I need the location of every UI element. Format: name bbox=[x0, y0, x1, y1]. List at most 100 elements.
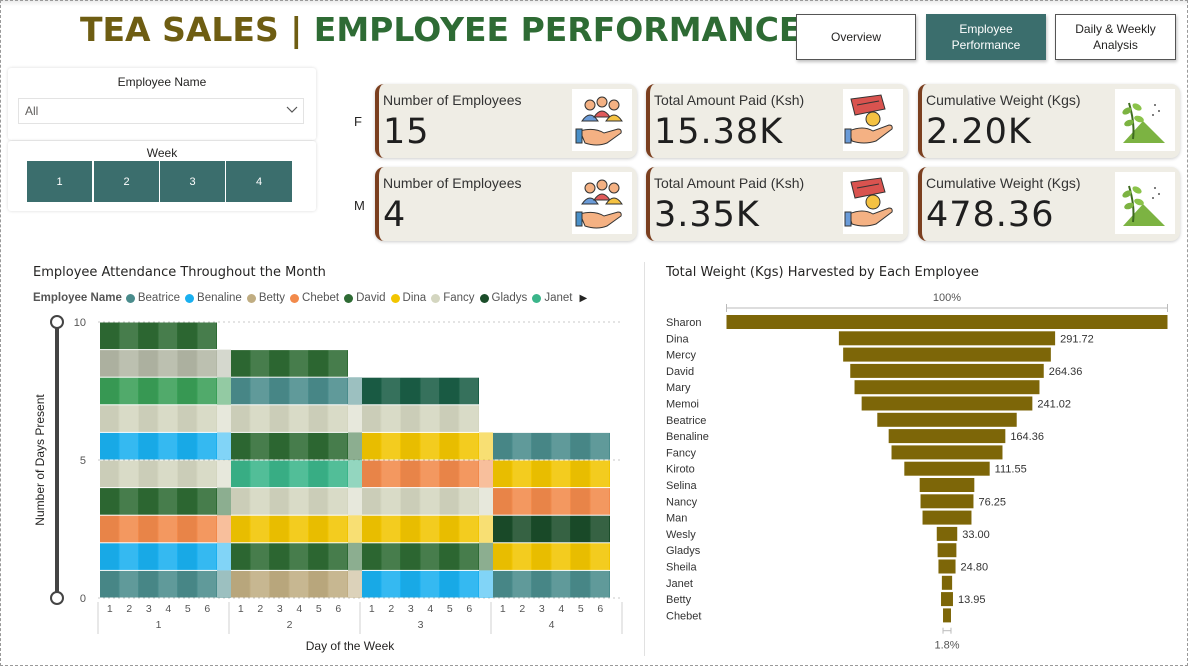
legend-item-dina[interactable]: Dina bbox=[390, 292, 426, 304]
employee-name-dropdown[interactable]: All bbox=[18, 98, 304, 124]
funnel-bar[interactable] bbox=[941, 575, 953, 590]
ribbon-connector bbox=[217, 515, 231, 543]
day-stripe bbox=[459, 405, 478, 432]
day-stripe bbox=[493, 515, 512, 543]
nav-employee-performance-button[interactable]: Employee Performance bbox=[926, 14, 1046, 60]
attendance-segment[interactable] bbox=[362, 515, 479, 543]
attendance-segment[interactable] bbox=[493, 515, 610, 543]
attendance-segment[interactable] bbox=[362, 377, 479, 405]
funnel-bar[interactable] bbox=[861, 396, 1033, 411]
day-stripe bbox=[270, 460, 289, 488]
funnel-bar[interactable] bbox=[726, 315, 1168, 329]
attendance-segment[interactable] bbox=[231, 570, 348, 598]
funnel-bar[interactable] bbox=[937, 543, 957, 558]
attendance-segment[interactable] bbox=[362, 570, 479, 598]
funnel-bar[interactable] bbox=[919, 478, 975, 492]
nav-overview-button[interactable]: Overview bbox=[796, 14, 916, 60]
day-stripe bbox=[158, 432, 177, 460]
funnel-bar[interactable] bbox=[877, 412, 1017, 427]
week-button-3[interactable]: 3 bbox=[160, 161, 226, 202]
attendance-segment[interactable] bbox=[100, 488, 217, 515]
funnel-bar[interactable] bbox=[904, 461, 990, 476]
attendance-segment[interactable] bbox=[100, 322, 217, 350]
week-button-1[interactable]: 1 bbox=[27, 161, 93, 202]
week-slicer: Week 1 2 3 4 bbox=[8, 141, 316, 211]
attendance-segment[interactable] bbox=[100, 350, 217, 377]
attendance-segment[interactable] bbox=[493, 570, 610, 598]
attendance-segment[interactable] bbox=[493, 488, 610, 515]
funnel-bar[interactable] bbox=[888, 429, 1006, 444]
funnel-bar[interactable] bbox=[850, 363, 1044, 378]
attendance-segment[interactable] bbox=[362, 460, 479, 488]
funnel-bar[interactable] bbox=[941, 592, 953, 607]
attendance-segment[interactable] bbox=[100, 460, 217, 488]
legend-item-gladys[interactable]: Gladys bbox=[479, 292, 527, 304]
day-stripe bbox=[420, 543, 439, 570]
attendance-segment[interactable] bbox=[231, 377, 348, 405]
attendance-segment[interactable] bbox=[493, 543, 610, 570]
attendance-segment[interactable] bbox=[231, 405, 348, 432]
funnel-category-label: Mercy bbox=[666, 350, 696, 362]
attendance-segment[interactable] bbox=[362, 488, 479, 515]
attendance-segment[interactable] bbox=[100, 432, 217, 460]
slider-handle-bottom[interactable] bbox=[50, 591, 64, 605]
legend-next-arrow-icon[interactable]: ▶ bbox=[579, 292, 588, 304]
funnel-bar[interactable] bbox=[920, 494, 974, 509]
funnel-category-label: Memoi bbox=[666, 399, 699, 411]
day-stripe bbox=[158, 377, 177, 405]
kpi-label: Cumulative Weight (Kgs) bbox=[926, 175, 1081, 191]
employee-name-dropdown-value: All bbox=[25, 104, 39, 118]
legend-item-chebet[interactable]: Chebet bbox=[290, 292, 339, 304]
attendance-segment[interactable] bbox=[362, 543, 479, 570]
legend-item-benaline[interactable]: Benaline bbox=[185, 292, 242, 304]
attendance-segment[interactable] bbox=[231, 543, 348, 570]
attendance-segment[interactable] bbox=[100, 515, 217, 543]
day-stripe bbox=[139, 322, 158, 350]
attendance-segment[interactable] bbox=[100, 570, 217, 598]
attendance-segment[interactable] bbox=[100, 377, 217, 405]
funnel-bar[interactable] bbox=[854, 380, 1040, 395]
attendance-segment[interactable] bbox=[231, 515, 348, 543]
attendance-segment[interactable] bbox=[362, 432, 479, 460]
funnel-bar[interactable] bbox=[891, 445, 1003, 460]
legend-item-fancy[interactable]: Fancy bbox=[431, 292, 475, 304]
legend-item-betty[interactable]: Betty bbox=[246, 292, 285, 304]
day-stripe bbox=[100, 377, 119, 405]
attendance-segment[interactable] bbox=[493, 432, 610, 460]
day-stripe bbox=[440, 488, 459, 515]
day-stripe bbox=[270, 405, 289, 432]
attendance-segment[interactable] bbox=[231, 432, 348, 460]
week-button-4[interactable]: 4 bbox=[226, 161, 292, 202]
legend-item-janet[interactable]: Janet bbox=[532, 292, 572, 304]
attendance-segment[interactable] bbox=[100, 405, 217, 432]
legend-item-beatrice[interactable]: Beatrice bbox=[125, 292, 180, 304]
day-stripe bbox=[231, 460, 250, 488]
funnel-bar[interactable] bbox=[943, 608, 951, 623]
legend-label: Chebet bbox=[302, 292, 340, 304]
legend-item-david[interactable]: David bbox=[344, 292, 386, 304]
attendance-segment[interactable] bbox=[493, 460, 610, 488]
day-stripe bbox=[309, 377, 328, 405]
funnel-bar[interactable] bbox=[843, 347, 1051, 362]
day-stripe bbox=[158, 570, 177, 598]
x-day-tick: 4 bbox=[427, 603, 433, 615]
attendance-segment[interactable] bbox=[231, 488, 348, 515]
day-stripe bbox=[551, 460, 570, 488]
funnel-bar[interactable] bbox=[936, 526, 958, 541]
attendance-segment[interactable] bbox=[231, 350, 348, 377]
day-stripe bbox=[197, 488, 216, 515]
funnel-bar[interactable] bbox=[922, 510, 972, 525]
funnel-bar[interactable] bbox=[938, 559, 956, 574]
funnel-category-label: Mary bbox=[666, 382, 691, 394]
slider-handle-top[interactable] bbox=[50, 315, 64, 329]
funnel-bar[interactable] bbox=[838, 331, 1056, 346]
nav-daily-weekly-button[interactable]: Daily & Weekly Analysis bbox=[1055, 14, 1176, 60]
week-button-2[interactable]: 2 bbox=[94, 161, 160, 202]
kpi-label: Cumulative Weight (Kgs) bbox=[926, 92, 1081, 108]
attendance-segment[interactable] bbox=[100, 543, 217, 570]
attendance-segment[interactable] bbox=[231, 460, 348, 488]
attendance-chart-title: Employee Attendance Throughout the Month bbox=[33, 265, 326, 280]
attendance-segment[interactable] bbox=[362, 405, 479, 432]
x-day-tick: 1 bbox=[369, 603, 375, 615]
day-stripe bbox=[139, 570, 158, 598]
